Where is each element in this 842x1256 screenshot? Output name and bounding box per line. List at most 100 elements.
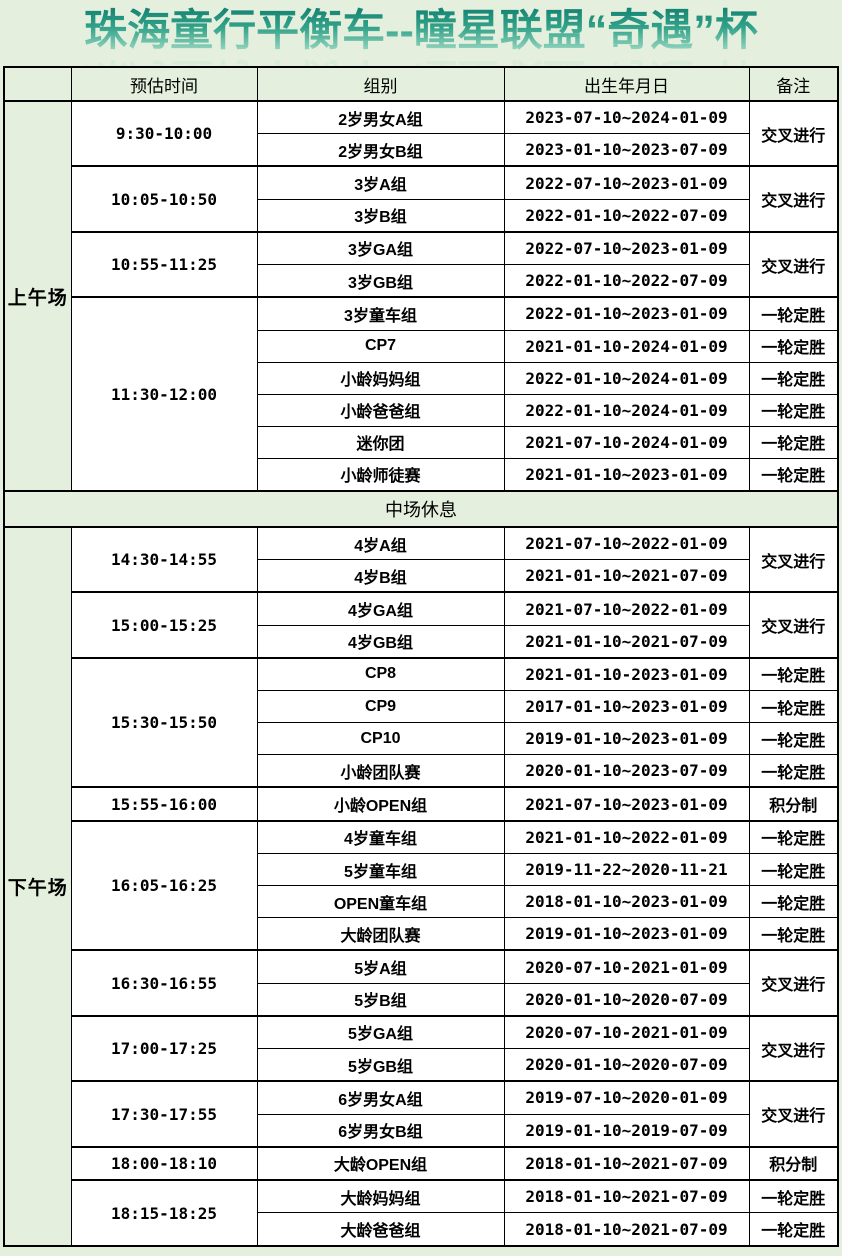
birth-cell: 2023-07-10~2024-01-09 — [503, 100, 750, 135]
birth-cell: 2021-01-10~2021-07-09 — [503, 559, 750, 593]
birth-cell: 2022-01-10~2022-07-09 — [503, 198, 750, 233]
session-cell: 下午场 — [3, 526, 72, 1247]
table-row: 5岁GB组 2020-01-10~2020-07-09 — [4, 1048, 838, 1082]
group-cell: 5岁GA组 — [256, 1014, 505, 1050]
time-cell: 10:05-10:50 — [70, 165, 258, 233]
table-row: 16:05-16:25 4岁童车组 2021-01-10~2022-01-09 一轮定… — [4, 819, 839, 951]
corner-cell — [3, 66, 72, 102]
birth-cell: 2019-11-22~2020-11-21 — [503, 853, 750, 887]
group-cell: CP8 — [256, 656, 505, 692]
note-cell: 积分制 — [748, 1145, 839, 1181]
birth-cell: 2022-01-10~2024-01-09 — [503, 393, 750, 427]
group-cell: 大龄团队赛 — [256, 917, 505, 951]
note-cell: 一轮定胜 — [748, 722, 839, 756]
break-row: 中场休息 — [3, 490, 839, 528]
table-row: 17:30-17:55 6岁男女A组 2019-07-10~2020-01-09 交叉… — [4, 1080, 839, 1148]
page-title: 珠海童行平衡车--瞳星联盟“奇遇”杯 — [84, 0, 758, 62]
note-cell-merged: 交叉进行 — [748, 1080, 839, 1148]
table-row: 11:30-12:00 3岁童车组 2022-01-10~2023-01-09 一轮定… — [4, 296, 839, 492]
birth-cell: 2020-01-10~2023-07-09 — [503, 754, 750, 788]
note-cell: 一轮定胜 — [748, 393, 839, 427]
birth-cell: 2018-01-10~2021-07-09 — [503, 1212, 750, 1247]
note-cell-merged: 交叉进行 — [748, 525, 839, 593]
schedule-table: 预估时间 组别 出生年月日 备注 上午场 9:30-10:00 2岁男女A组 2023-07-… — [3, 66, 839, 1247]
birth-cell: 2021-07-10-2024-01-09 — [503, 425, 750, 459]
birth-cell: 2022-01-10~2022-07-09 — [503, 264, 750, 298]
birth-cell: 2021-07-10~2022-01-09 — [503, 526, 750, 561]
time-cell: 17:30-17:55 — [70, 1080, 258, 1148]
birth-cell: 2020-01-10~2020-07-09 — [503, 982, 750, 1017]
note-cell: 一轮定胜 — [748, 1212, 839, 1247]
group-cell: 4岁A组 — [256, 526, 505, 561]
group-cell: CP9 — [256, 690, 505, 724]
group-cell: 大龄爸爸组 — [256, 1212, 505, 1247]
group-cell: 小龄OPEN组 — [256, 786, 505, 822]
time-cell: 9:30-10:00 — [70, 99, 258, 167]
note-cell: 一轮定胜 — [748, 425, 839, 459]
table-row: 小龄团队赛 2020-01-10~2023-07-09 一轮定胜 — [4, 754, 839, 788]
group-cell: 4岁B组 — [256, 559, 505, 593]
table-row: 18:00-18:10 大龄OPEN组 2018-01-10~2021-07-09 积… — [4, 1145, 839, 1181]
birth-cell: 2020-01-10~2020-07-09 — [503, 1048, 750, 1082]
note-cell: 一轮定胜 — [748, 885, 839, 919]
table-row: 10:05-10:50 3岁A组 2022-07-10~2023-01-09 交叉进行 — [4, 165, 839, 233]
birth-cell: 2019-01-10~2023-01-09 — [503, 917, 750, 951]
birth-cell: 2022-07-10~2023-01-09 — [503, 165, 750, 200]
table-row: OPEN童车组 2018-01-10~2023-01-09 一轮定胜 — [4, 885, 839, 919]
time-cell: 15:30-15:50 — [70, 656, 258, 788]
header-note: 备注 — [748, 66, 839, 102]
note-cell: 一轮定胜 — [748, 361, 839, 395]
header-group: 组别 — [256, 66, 505, 102]
birth-cell: 2021-01-10~2021-07-09 — [503, 624, 750, 659]
table-row: 2岁男女B组 2023-01-10~2023-07-09 — [4, 133, 838, 167]
table-row: 4岁GB组 2021-01-10~2021-07-09 — [4, 624, 838, 659]
time-cell: 14:30-14:55 — [70, 525, 258, 593]
table-row: 上午场 9:30-10:00 2岁男女A组 2023-07-10~2024-01-09… — [3, 99, 839, 492]
group-cell: 3岁B组 — [256, 198, 505, 233]
break-cell: 中场休息 — [3, 490, 839, 528]
birth-cell: 2021-01-10-2024-01-09 — [503, 329, 750, 363]
group-cell: 2岁男女A组 — [256, 100, 505, 135]
group-cell: 6岁男女B组 — [256, 1113, 505, 1148]
birth-cell: 2018-01-10~2021-07-09 — [503, 1179, 750, 1214]
group-cell: 3岁GA组 — [256, 230, 505, 266]
table-row: 3岁GB组 2022-01-10~2022-07-09 — [4, 264, 838, 298]
birth-cell: 2022-01-10~2024-01-09 — [503, 361, 750, 395]
table-row: 15:00-15:25 4岁GA组 2021-07-10~2022-01-09 交叉进… — [4, 591, 839, 659]
time-cell: 18:15-18:25 — [70, 1179, 258, 1247]
session-cell: 上午场 — [3, 99, 72, 492]
table-row: 大龄爸爸组 2018-01-10~2021-07-09 一轮定胜 — [4, 1212, 839, 1247]
table-row: 5岁B组 2020-01-10~2020-07-09 — [4, 982, 838, 1017]
birth-cell: 2022-07-10~2023-01-09 — [503, 230, 750, 266]
time-cell: 15:55-16:00 — [70, 786, 258, 822]
birth-cell: 2020-07-10-2021-01-09 — [503, 1014, 750, 1050]
group-cell: 5岁GB组 — [256, 1048, 505, 1082]
birth-cell: 2021-01-10~2022-01-09 — [503, 819, 750, 855]
birth-cell: 2023-01-10~2023-07-09 — [503, 133, 750, 167]
time-cell: 11:30-12:00 — [70, 296, 258, 492]
group-cell: 4岁童车组 — [256, 819, 505, 855]
group-cell: 4岁GA组 — [256, 591, 505, 626]
group-cell: 迷你团 — [256, 425, 505, 459]
time-cell: 15:00-15:25 — [70, 591, 258, 659]
table-row: 15:55-16:00 小龄OPEN组 2021-07-10~2023-01-09 积… — [4, 786, 839, 822]
note-cell-merged: 交叉进行 — [748, 230, 839, 298]
group-cell: 6岁男女A组 — [256, 1080, 505, 1115]
time-cell: 17:00-17:25 — [70, 1014, 258, 1082]
table-row: 迷你团 2021-07-10-2024-01-09 一轮定胜 — [4, 425, 839, 459]
note-cell: 一轮定胜 — [748, 656, 839, 692]
note-cell: 一轮定胜 — [748, 853, 839, 887]
time-cell: 10:55-11:25 — [70, 230, 258, 298]
birth-cell: 2021-07-10~2023-01-09 — [503, 786, 750, 822]
table-row: 16:30-16:55 5岁A组 2020-07-10-2021-01-09 交叉进行 — [4, 949, 839, 1017]
birth-cell: 2021-01-10~2023-01-09 — [503, 457, 750, 492]
time-cell: 18:00-18:10 — [70, 1145, 258, 1181]
table-row: 下午场 14:30-14:55 4岁A组 2021-07-10~2022-01-09 交… — [3, 525, 839, 1247]
group-cell: 5岁A组 — [256, 949, 505, 984]
birth-cell: 2019-01-10~2023-01-09 — [503, 722, 750, 756]
header-row: 预估时间 组别 出生年月日 备注 — [3, 66, 839, 102]
table-row: 3岁B组 2022-01-10~2022-07-09 — [4, 198, 838, 233]
note-cell-merged: 交叉进行 — [748, 99, 839, 167]
table-row: 4岁B组 2021-01-10~2021-07-09 — [4, 559, 838, 593]
